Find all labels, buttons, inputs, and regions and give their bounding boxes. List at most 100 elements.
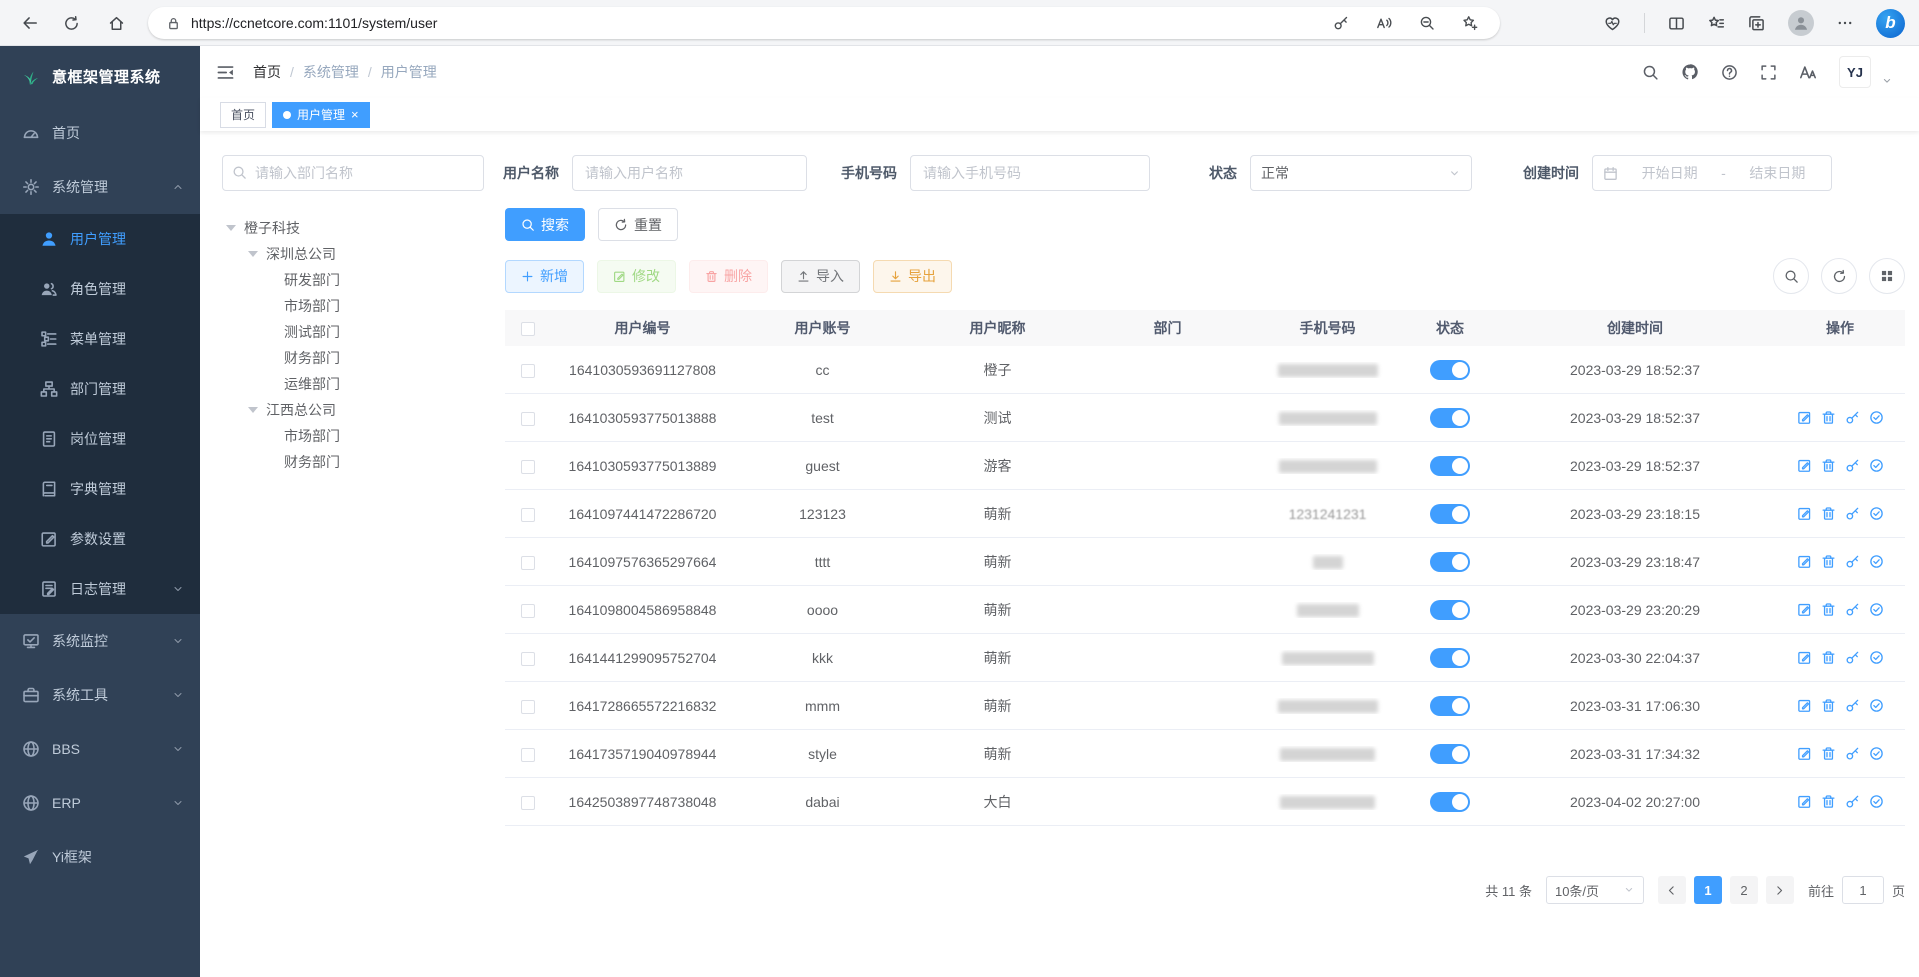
breadcrumb-item[interactable]: 用户管理 — [380, 64, 437, 80]
status-toggle[interactable] — [1430, 695, 1470, 716]
status-toggle[interactable] — [1430, 359, 1470, 380]
sidebar-item-role[interactable]: 角色管理 — [0, 264, 200, 314]
delete-action-icon[interactable] — [1821, 410, 1836, 425]
add-favorite-icon[interactable] — [1462, 15, 1478, 31]
font-size-icon[interactable] — [1799, 63, 1817, 81]
url-bar[interactable]: https://ccnetcore.com:1101/system/user — [148, 7, 1500, 39]
browser-essentials-icon[interactable] — [1604, 15, 1621, 32]
sidebar-item-param[interactable]: 参数设置 — [0, 514, 200, 564]
reset-password-icon[interactable] — [1845, 794, 1860, 809]
edit-action-icon[interactable] — [1797, 410, 1812, 425]
date-range-picker[interactable]: 开始日期 - 结束日期 — [1592, 155, 1832, 191]
sidebar-item-erp[interactable]: ERP — [0, 776, 200, 830]
sidebar-item-tools[interactable]: 系统工具 — [0, 668, 200, 722]
show-search-toggle-button[interactable] — [1773, 258, 1809, 294]
avatar-caret-icon[interactable] — [1881, 75, 1893, 87]
tree-node[interactable]: 研发部门 — [222, 267, 484, 293]
tree-node[interactable]: 市场部门 — [222, 293, 484, 319]
tree-node[interactable]: 运维部门 — [222, 371, 484, 397]
app-logo[interactable]: 意框架管理系统 — [0, 46, 200, 106]
sidebar-item-home[interactable]: 首页 — [0, 106, 200, 160]
page-button-1[interactable]: 1 — [1693, 876, 1722, 904]
assign-role-icon[interactable] — [1869, 410, 1884, 425]
edit-action-icon[interactable] — [1797, 458, 1812, 473]
add-button[interactable]: 新增 — [505, 259, 584, 293]
reset-password-icon[interactable] — [1845, 746, 1860, 761]
assign-role-icon[interactable] — [1869, 458, 1884, 473]
home-icon[interactable] — [99, 0, 133, 46]
edit-action-icon[interactable] — [1797, 554, 1812, 569]
phone-input[interactable] — [910, 155, 1150, 191]
sidebar-item-user[interactable]: 用户管理 — [0, 214, 200, 264]
sidebar-item-monitor[interactable]: 系统监控 — [0, 614, 200, 668]
close-tab-icon[interactable]: × — [351, 107, 359, 122]
sidebar-item-post[interactable]: 岗位管理 — [0, 414, 200, 464]
delete-action-icon[interactable] — [1821, 746, 1836, 761]
tree-node[interactable]: 市场部门 — [222, 423, 484, 449]
breadcrumb-item[interactable]: 系统管理 — [302, 64, 359, 80]
reset-password-icon[interactable] — [1845, 410, 1860, 425]
breadcrumb-item[interactable]: 首页 — [253, 64, 281, 80]
row-checkbox[interactable] — [520, 363, 535, 378]
reset-button[interactable]: 重置 — [598, 208, 678, 241]
row-checkbox[interactable] — [520, 795, 535, 810]
sidebar-item-menu[interactable]: 菜单管理 — [0, 314, 200, 364]
assign-role-icon[interactable] — [1869, 698, 1884, 713]
split-screen-icon[interactable] — [1668, 15, 1685, 32]
row-checkbox[interactable] — [520, 507, 535, 522]
back-icon[interactable] — [13, 0, 47, 46]
sidebar-item-yiframe[interactable]: Yi框架 — [0, 830, 200, 884]
status-toggle[interactable] — [1430, 791, 1470, 812]
refresh-table-button[interactable] — [1821, 258, 1857, 294]
assign-role-icon[interactable] — [1869, 650, 1884, 665]
delete-action-icon[interactable] — [1821, 554, 1836, 569]
edit-action-icon[interactable] — [1797, 650, 1812, 665]
status-toggle[interactable] — [1430, 455, 1470, 476]
status-toggle[interactable] — [1430, 647, 1470, 668]
column-settings-button[interactable] — [1869, 258, 1905, 294]
delete-action-icon[interactable] — [1821, 506, 1836, 521]
password-icon[interactable] — [1333, 15, 1349, 31]
delete-action-icon[interactable] — [1821, 458, 1836, 473]
row-checkbox[interactable] — [520, 459, 535, 474]
reset-password-icon[interactable] — [1845, 698, 1860, 713]
reset-password-icon[interactable] — [1845, 650, 1860, 665]
read-aloud-icon[interactable] — [1376, 15, 1392, 31]
edit-action-icon[interactable] — [1797, 746, 1812, 761]
delete-action-icon[interactable] — [1821, 794, 1836, 809]
tab-home[interactable]: 首页 — [220, 101, 267, 128]
profile-avatar[interactable] — [1788, 10, 1814, 36]
reset-password-icon[interactable] — [1845, 602, 1860, 617]
fullscreen-icon[interactable] — [1760, 64, 1777, 81]
tree-node[interactable]: 深圳总公司 — [222, 241, 484, 267]
search-button[interactable]: 搜索 — [505, 208, 585, 241]
edit-action-icon[interactable] — [1797, 506, 1812, 521]
assign-role-icon[interactable] — [1869, 746, 1884, 761]
tree-node[interactable]: 橙子科技 — [222, 215, 484, 241]
browser-menu-icon[interactable] — [1837, 15, 1853, 31]
delete-button[interactable]: 删除 — [689, 259, 768, 293]
github-icon[interactable] — [1681, 63, 1699, 81]
reset-password-icon[interactable] — [1845, 554, 1860, 569]
tree-node[interactable]: 测试部门 — [222, 319, 484, 345]
bing-icon[interactable]: b — [1876, 8, 1905, 38]
delete-action-icon[interactable] — [1821, 698, 1836, 713]
row-checkbox[interactable] — [520, 747, 535, 762]
collapse-sidebar-icon[interactable] — [216, 63, 235, 82]
tree-node[interactable]: 江西总公司 — [222, 397, 484, 423]
import-button[interactable]: 导入 — [781, 259, 860, 293]
assign-role-icon[interactable] — [1869, 602, 1884, 617]
edit-action-icon[interactable] — [1797, 602, 1812, 617]
page-button-2[interactable]: 2 — [1729, 876, 1758, 904]
reset-password-icon[interactable] — [1845, 506, 1860, 521]
assign-role-icon[interactable] — [1869, 506, 1884, 521]
sidebar-item-system[interactable]: 系统管理 — [0, 160, 200, 214]
select-all-checkbox[interactable] — [520, 322, 535, 337]
export-button[interactable]: 导出 — [873, 259, 952, 293]
assign-role-icon[interactable] — [1869, 794, 1884, 809]
zoom-out-icon[interactable] — [1419, 15, 1435, 31]
reset-password-icon[interactable] — [1845, 458, 1860, 473]
tab-user-management[interactable]: 用户管理 × — [272, 101, 370, 128]
assign-role-icon[interactable] — [1869, 554, 1884, 569]
sidebar-item-dept[interactable]: 部门管理 — [0, 364, 200, 414]
